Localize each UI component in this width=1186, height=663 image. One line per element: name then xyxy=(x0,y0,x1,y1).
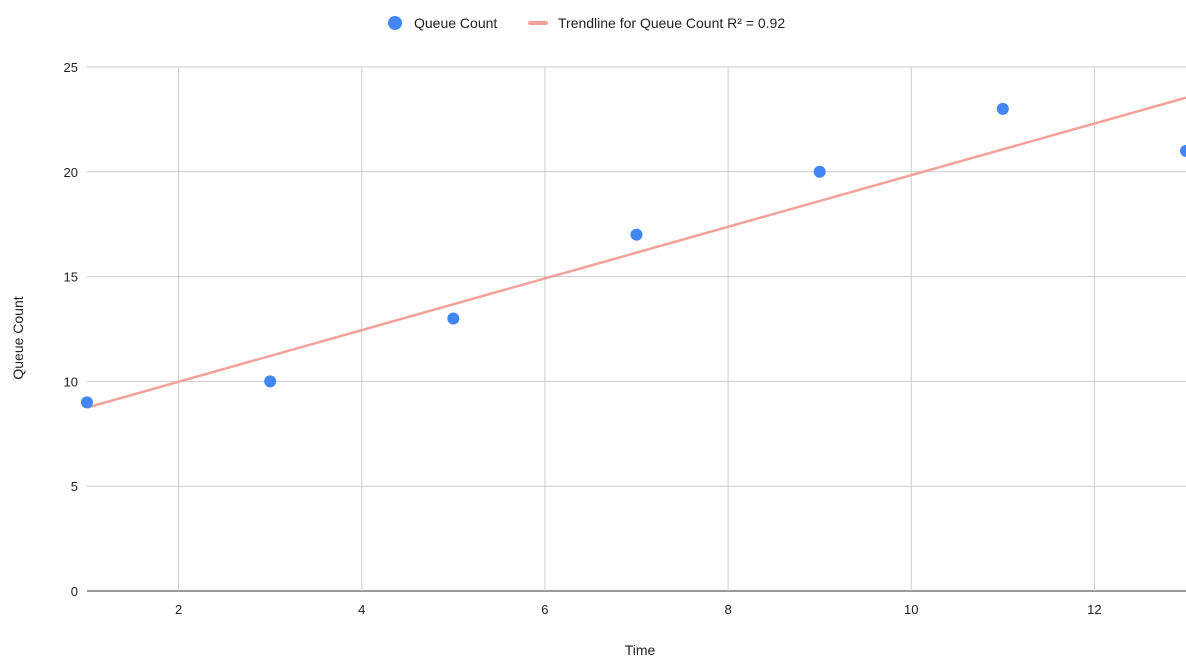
x-tick-label: 10 xyxy=(904,602,918,617)
legend-marker-queue-count xyxy=(388,16,402,30)
data-point xyxy=(1180,144,1186,157)
legend-label-trendline: Trendline for Queue Count R² = 0.92 xyxy=(558,15,785,31)
y-tick-label: 20 xyxy=(64,165,78,180)
data-point xyxy=(996,102,1009,115)
data-point xyxy=(447,312,460,325)
x-tick-label: 2 xyxy=(175,602,182,617)
x-axis-title: Time xyxy=(625,642,656,658)
grid xyxy=(87,66,1186,592)
x-tick-label: 12 xyxy=(1087,602,1101,617)
y-axis-title: Queue Count xyxy=(10,296,26,379)
tick-labels: 0 5 10 15 20 25 2 4 6 8 10 12 xyxy=(64,60,1102,617)
x-tick-label: 8 xyxy=(724,602,731,617)
data-point xyxy=(81,396,93,409)
y-tick-label: 10 xyxy=(64,374,78,389)
legend-marker-trendline xyxy=(528,21,548,25)
data-point xyxy=(630,228,643,241)
trendline xyxy=(86,96,1186,409)
data-point xyxy=(813,165,826,178)
x-tick-label: 4 xyxy=(358,602,365,617)
data-point xyxy=(264,375,277,388)
y-tick-label: 25 xyxy=(64,60,78,75)
legend: Queue Count Trendline for Queue Count R²… xyxy=(388,15,785,31)
y-tick-label: 0 xyxy=(71,584,78,599)
y-tick-label: 15 xyxy=(64,270,78,285)
data-points xyxy=(81,102,1186,409)
legend-label-queue-count: Queue Count xyxy=(414,15,497,31)
y-tick-label: 5 xyxy=(71,479,78,494)
trendline-layer xyxy=(86,96,1186,409)
x-tick-label: 6 xyxy=(541,602,548,617)
